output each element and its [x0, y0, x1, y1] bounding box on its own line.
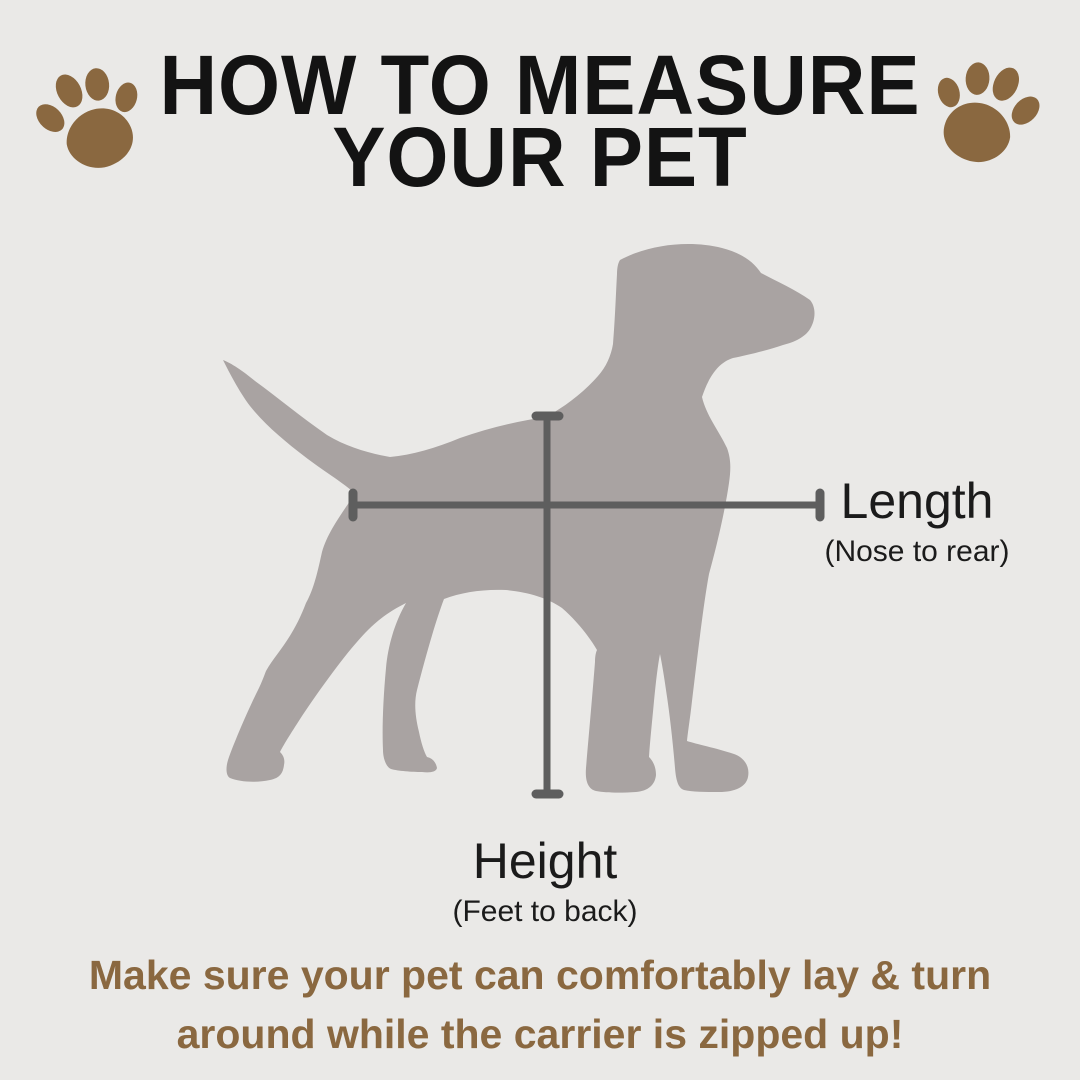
footer-line-1: Make sure your pet can comfortably lay &… — [88, 952, 992, 998]
height-measure-line — [531, 411, 564, 799]
length-sublabel: (Nose to rear) — [824, 535, 1010, 568]
length-label: Length — [840, 473, 994, 529]
title-line-2: YOUR PET — [332, 110, 748, 204]
height-label-group: Height (Feet to back) — [420, 833, 670, 929]
height-sublabel: (Feet to back) — [452, 895, 638, 928]
paw-print-icon — [21, 51, 162, 185]
footer-line-2: around while the carrier is zipped up! — [176, 1011, 904, 1057]
height-label: Height — [472, 833, 618, 889]
length-label-group: Length (Nose to rear) — [790, 473, 1044, 569]
paw-print-icon — [915, 46, 1054, 177]
dog-silhouette — [223, 244, 815, 793]
length-measure-line — [348, 488, 825, 522]
title-line-1: HOW TO MEASURE — [159, 38, 921, 132]
page-title: HOW TO MEASURE YOUR PET — [27, 38, 1053, 204]
footer-note: Make sure your pet can comfortably lay &… — [0, 946, 1080, 1064]
